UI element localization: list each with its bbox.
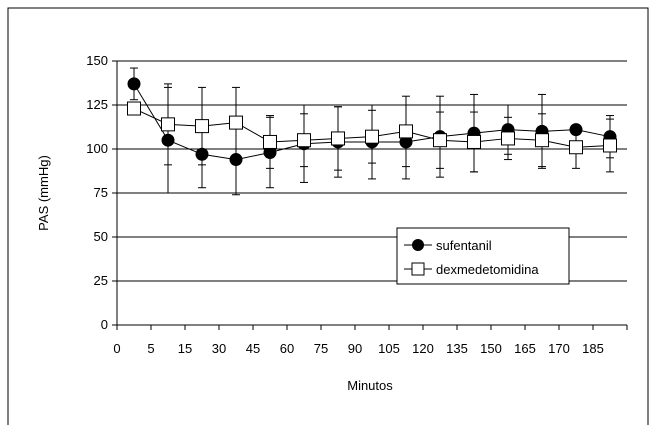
x-tick-label-13: 170 <box>548 341 570 356</box>
legend-marker-dexmedetomidina <box>411 262 425 276</box>
y-tick-label-150: 150 <box>86 53 108 68</box>
point-dexmedetomidina-1 <box>161 117 175 132</box>
point-dexmedetomidina-13 <box>569 140 583 155</box>
x-tick-label-8: 105 <box>378 341 400 356</box>
point-dexmedetomidina-5 <box>297 133 311 148</box>
y-axis-label: PAS (mmHg) <box>36 155 51 231</box>
x-tick-label-12: 165 <box>514 341 536 356</box>
point-dexmedetomidina-7 <box>365 129 379 144</box>
x-tick-label-9: 120 <box>412 341 434 356</box>
point-dexmedetomidina-8 <box>399 124 413 139</box>
point-dexmedetomidina-12 <box>535 133 549 148</box>
y-tick-label-50: 50 <box>94 229 108 244</box>
x-tick-label-14: 185 <box>582 341 604 356</box>
legend-marker-sufentanil <box>412 239 424 251</box>
x-ticks: 0 5 15 30 45 60 75 90 105 120 135 150 165 170 185 <box>113 325 628 356</box>
point-dexmedetomidina-6 <box>331 131 345 146</box>
point-sufentanil-3 <box>229 153 243 167</box>
x-tick-label-2: 15 <box>178 341 192 356</box>
x-tick-label-7: 90 <box>348 341 362 356</box>
chart-frame <box>7 7 649 425</box>
x-tick-label-3: 30 <box>212 341 226 356</box>
series-dexmedetomidina <box>127 83 617 173</box>
y-tick-label-100: 100 <box>86 141 108 156</box>
x-tick-label-5: 60 <box>280 341 294 356</box>
point-dexmedetomidina-4 <box>263 134 277 149</box>
x-tick-label-10: 135 <box>446 341 468 356</box>
x-tick-label-11: 150 <box>480 341 502 356</box>
y-ticks: 0 25 50 75 100 125 150 <box>86 53 117 332</box>
y-tick-label-75: 75 <box>94 185 108 200</box>
y-tick-label-0: 0 <box>101 317 108 332</box>
series-group <box>127 67 617 196</box>
x-tick-label-0: 0 <box>113 341 120 356</box>
legend-box <box>396 227 570 285</box>
point-dexmedetomidina-0 <box>127 101 141 116</box>
point-dexmedetomidina-11 <box>501 131 515 146</box>
x-tick-label-1: 5 <box>147 341 154 356</box>
legend-label-dexmedetomidina: dexmedetomidina <box>436 262 539 277</box>
point-dexmedetomidina-14 <box>603 138 617 153</box>
legend: sufentanil dexmedetomidina <box>396 227 570 285</box>
point-dexmedetomidina-9 <box>433 133 447 148</box>
y-tick-label-125: 125 <box>86 97 108 112</box>
point-dexmedetomidina-10 <box>467 134 481 149</box>
point-dexmedetomidina-3 <box>229 115 243 130</box>
legend-label-sufentanil: sufentanil <box>436 238 492 253</box>
point-dexmedetomidina-2 <box>195 119 209 134</box>
x-tick-label-4: 45 <box>246 341 260 356</box>
x-axis-label: Minutos <box>347 378 393 393</box>
point-sufentanil-0 <box>127 77 141 91</box>
x-tick-label-6: 75 <box>314 341 328 356</box>
y-tick-label-25: 25 <box>94 273 108 288</box>
